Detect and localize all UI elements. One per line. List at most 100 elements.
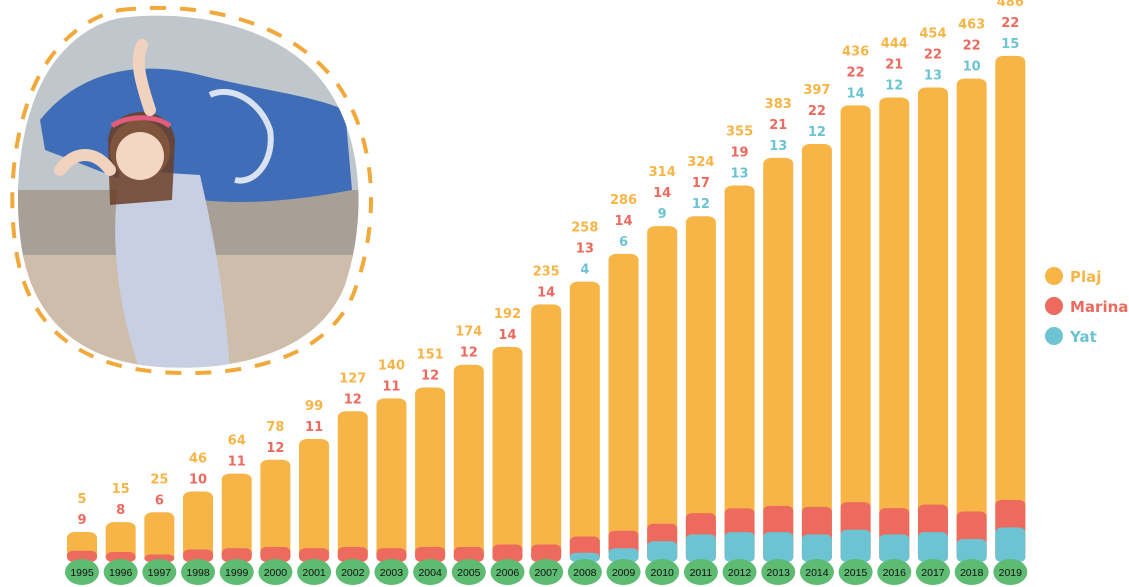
label-marina-2014: 22 <box>808 104 826 119</box>
bar-marina-1998 <box>183 549 214 562</box>
year-label-1997: 1997 <box>148 567 172 579</box>
label-marina-2003: 11 <box>382 379 400 394</box>
bar-yat-2010 <box>647 541 678 562</box>
label-marina-2012: 19 <box>731 146 749 161</box>
year-label-2006: 2006 <box>496 567 520 579</box>
bar-yat-2013 <box>763 532 794 562</box>
bar-yat-2009 <box>608 548 639 562</box>
bar-yat-2014 <box>801 534 832 562</box>
label-plaj-2008: 258 <box>571 221 598 236</box>
year-label-2003: 2003 <box>380 567 404 579</box>
bar-marina-2006 <box>492 544 523 562</box>
year-badge-2002 <box>335 559 370 585</box>
label-marina-1997: 6 <box>155 493 164 508</box>
label-marina-2010: 14 <box>653 186 671 201</box>
label-yat-2014: 12 <box>808 125 826 140</box>
bar-plaj-2014 <box>801 143 832 562</box>
year-label-2008: 2008 <box>573 567 597 579</box>
label-marina-1996: 8 <box>116 503 125 518</box>
year-badge-2006 <box>490 559 525 585</box>
legend-label-yat: Yat <box>1069 328 1097 346</box>
bar-plaj-2017 <box>917 87 948 562</box>
year-badge-1997 <box>142 559 177 585</box>
label-yat-2011: 12 <box>692 197 710 212</box>
year-label-2000: 2000 <box>264 567 288 579</box>
year-badges-layer: 1995 1996 1997 1998 1999 2000 2001 2002 2003 2004… <box>65 559 1028 585</box>
label-yat-2009: 6 <box>619 235 628 250</box>
bar-plaj-2001 <box>299 438 330 562</box>
year-label-2001: 2001 <box>302 567 326 579</box>
label-marina-1995: 9 <box>77 513 86 528</box>
label-marina-2001: 11 <box>305 420 323 435</box>
bar-marina-2005 <box>453 547 484 562</box>
year-label-2012: 2012 <box>728 567 752 579</box>
bar-plaj-2010 <box>647 226 678 562</box>
year-label-2016: 2016 <box>883 567 907 579</box>
label-plaj-2016: 444 <box>881 36 908 51</box>
year-badge-2017 <box>915 559 950 585</box>
legend-label-plaj: Plaj <box>1070 268 1101 286</box>
year-badge-2015 <box>838 559 873 585</box>
bar-plaj-2005 <box>453 364 484 562</box>
bar-yat-2008 <box>569 552 600 562</box>
bar-yat-2018 <box>956 539 987 562</box>
year-badge-2009 <box>606 559 641 585</box>
bar-marina-1995 <box>67 550 97 562</box>
label-plaj-2010: 314 <box>649 165 676 180</box>
label-yat-2013: 13 <box>769 139 787 154</box>
bar-plaj-1997 <box>144 512 175 562</box>
label-marina-2019: 22 <box>1001 16 1019 31</box>
bar-plaj-2015 <box>840 105 871 563</box>
label-plaj-2011: 324 <box>687 155 714 170</box>
label-yat-2018: 10 <box>963 60 981 75</box>
bar-plaj-2011 <box>685 216 716 563</box>
label-marina-1998: 10 <box>189 472 207 487</box>
label-plaj-2013: 383 <box>765 97 792 112</box>
bar-yat-2019 <box>995 527 1026 562</box>
bar-plaj-2012 <box>724 185 755 563</box>
year-badge-2018 <box>954 559 989 585</box>
legend-item-yat: Yat <box>1045 327 1097 346</box>
label-plaj-2014: 397 <box>803 83 830 98</box>
year-badge-2001 <box>297 559 332 585</box>
label-marina-2015: 22 <box>847 65 865 80</box>
year-label-2009: 2009 <box>612 567 636 579</box>
label-plaj-2000: 78 <box>266 420 284 435</box>
bar-yat-2012 <box>724 532 755 562</box>
label-plaj-2017: 454 <box>919 27 946 42</box>
bar-plaj-2016 <box>879 97 910 562</box>
label-plaj-2006: 192 <box>494 307 521 322</box>
bar-marina-1996 <box>105 552 136 562</box>
year-badge-2005 <box>451 559 486 585</box>
bar-plaj-1998 <box>183 491 214 562</box>
label-plaj-2015: 436 <box>842 44 869 59</box>
girl-with-blue-flag-photo <box>17 15 359 368</box>
bar-plaj-2018 <box>956 78 987 562</box>
year-label-2015: 2015 <box>844 567 868 579</box>
year-label-2007: 2007 <box>534 567 558 579</box>
label-plaj-2002: 127 <box>339 371 366 386</box>
label-marina-2005: 12 <box>460 346 478 361</box>
year-label-2010: 2010 <box>651 567 675 579</box>
legend-item-plaj: Plaj <box>1045 267 1101 286</box>
bar-marina-2007 <box>531 544 562 562</box>
label-plaj-2012: 355 <box>726 125 753 140</box>
label-marina-2009: 14 <box>614 214 632 229</box>
year-label-2002: 2002 <box>341 567 365 579</box>
label-marina-2004: 12 <box>421 369 439 384</box>
year-badge-2013 <box>761 559 796 585</box>
label-plaj-1996: 15 <box>112 482 130 497</box>
label-yat-2012: 13 <box>731 167 749 182</box>
bar-plaj-2004 <box>415 387 446 562</box>
bar-plaj-2013 <box>763 157 794 562</box>
year-badge-2008 <box>567 559 602 585</box>
year-label-1998: 1998 <box>186 567 210 579</box>
label-marina-2008: 13 <box>576 242 594 257</box>
year-badge-2007 <box>529 559 564 585</box>
year-label-2005: 2005 <box>457 567 481 579</box>
year-label-1999: 1999 <box>225 567 249 579</box>
year-badge-1998 <box>181 559 216 585</box>
year-badge-2012 <box>722 559 757 585</box>
bar-yat-2017 <box>917 532 948 562</box>
year-label-1996: 1996 <box>109 567 133 579</box>
